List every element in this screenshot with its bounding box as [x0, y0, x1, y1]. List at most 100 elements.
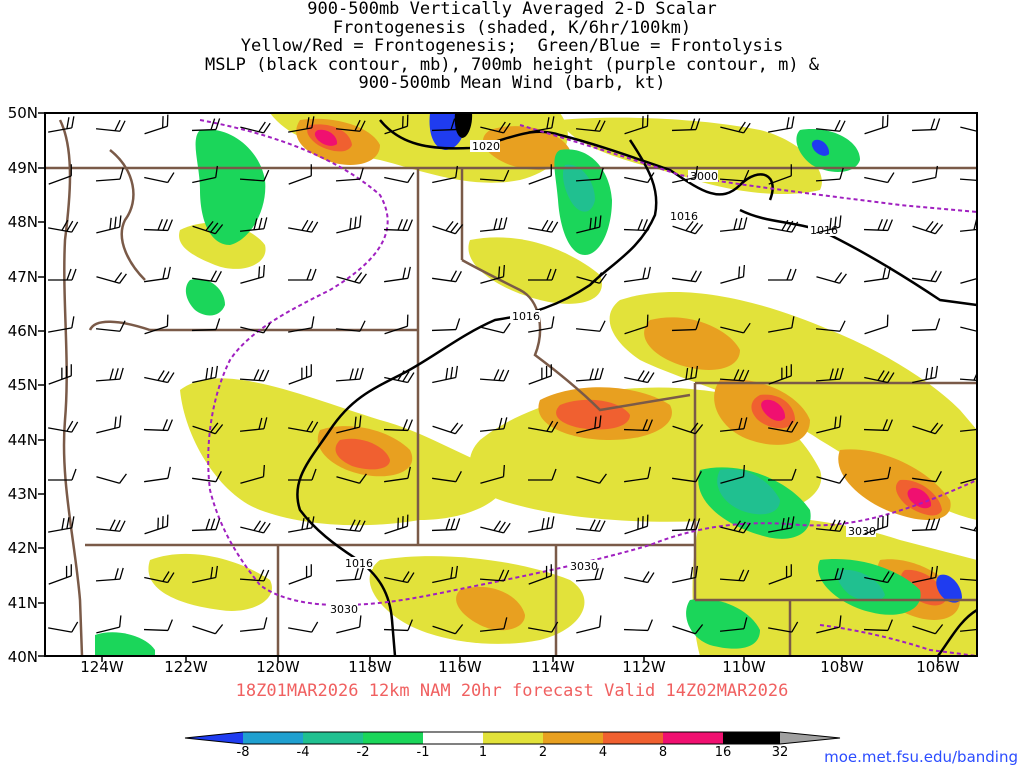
wind-barb — [719, 417, 748, 432]
wind-barb — [815, 320, 846, 332]
lat-label-43n: 43N — [7, 485, 38, 503]
wind-barb — [672, 365, 699, 384]
wind-barb — [431, 518, 461, 532]
lat-label-50n: 50N — [7, 104, 38, 122]
wind-barb — [720, 264, 745, 284]
wind-barb — [911, 518, 941, 532]
wind-barb — [480, 322, 511, 334]
wind-barb — [720, 322, 751, 334]
lat-label-47n: 47N — [7, 268, 38, 286]
wind-barb — [768, 268, 797, 281]
colorbar-label-neg4: -4 — [296, 745, 310, 760]
wind-barb — [96, 473, 127, 484]
lon-label-112w: 112W — [622, 658, 666, 676]
puget-sound — [109, 149, 146, 281]
wind-barb — [575, 320, 606, 332]
wind-barb — [335, 567, 364, 582]
wind-barb — [240, 322, 271, 334]
wind-barb — [912, 471, 942, 483]
mslp-label-1016-c: 1016 — [512, 310, 540, 323]
wind-barb — [528, 164, 552, 185]
wind-barb — [768, 420, 799, 433]
colorbar-seg-10 — [780, 732, 840, 744]
wind-barb — [960, 520, 977, 534]
colorbar-label-32: 32 — [771, 745, 789, 760]
wind-barb — [240, 464, 265, 484]
wind-barb — [479, 369, 510, 382]
wind-barb — [575, 519, 606, 532]
wind-barb — [959, 178, 977, 182]
wind-barb — [864, 514, 889, 535]
wind-barb — [432, 471, 462, 483]
wind-barb — [95, 320, 126, 332]
colorbar-label-2: 2 — [538, 745, 548, 760]
wind-barb — [912, 422, 944, 435]
wind-barb — [864, 114, 889, 135]
wind-barb — [48, 516, 75, 533]
wind-barb — [384, 466, 411, 483]
wind-barb — [48, 268, 77, 281]
wind-barb — [432, 365, 459, 384]
wind-barb — [480, 520, 511, 534]
title-line-3: Yellow/Red = Frontogenesis; Green/Blue =… — [240, 36, 784, 57]
colorbar-seg-2 — [303, 732, 363, 744]
lon-label-118w: 118W — [348, 658, 392, 676]
wind-barb — [384, 114, 409, 135]
title-line-2: Frontogenesis (shaded, K/6hr/100km) — [332, 17, 692, 38]
wind-barb — [335, 367, 364, 382]
height-label-3030-c: 3030 — [848, 525, 876, 538]
wind-barb — [192, 270, 222, 283]
colorbar-seg-3 — [363, 732, 423, 744]
wind-barb — [144, 172, 175, 184]
wind-barb — [864, 370, 895, 384]
wind-barb — [912, 270, 942, 283]
wind-barb — [479, 217, 508, 232]
wind-barb — [719, 617, 748, 632]
mslp-label-1016-a: 1016 — [670, 210, 698, 223]
mslp-label-1020: 1020 — [472, 140, 500, 153]
wind-barb — [336, 473, 367, 484]
wind-barb — [288, 316, 315, 333]
wind-barb — [288, 621, 319, 633]
wind-barb — [288, 468, 317, 481]
wind-barb — [911, 118, 941, 132]
wind-barb — [768, 364, 792, 385]
wind-barb — [144, 466, 171, 483]
lat-label-45n: 45N — [7, 376, 38, 394]
colorbar-seg-5 — [483, 732, 543, 744]
wind-barb — [432, 565, 459, 584]
wind-barb — [383, 419, 413, 432]
mslp-label-1016-d: 1016 — [345, 557, 373, 570]
wind-barb — [480, 264, 505, 284]
wind-barb — [288, 420, 319, 433]
wind-barb — [288, 164, 312, 185]
wind-barb — [672, 471, 702, 483]
wind-barb — [48, 364, 72, 385]
title-line-1: 900-500mb Vertically Averaged 2-D Scalar — [307, 0, 717, 19]
wind-barb — [863, 419, 893, 432]
wind-barb — [48, 420, 79, 433]
height-label-3000: 3000 — [690, 170, 718, 183]
height-label-3030-a: 3030 — [570, 560, 598, 573]
colorbar-seg-6 — [543, 732, 603, 744]
wind-barb — [576, 615, 602, 634]
wind-barb — [960, 126, 977, 134]
title-line-4: MSLP (black contour, mb), 700mb height (… — [204, 54, 820, 75]
wind-barb — [623, 619, 653, 632]
colorbar-seg-4 — [423, 732, 483, 744]
lon-label-106w: 106W — [916, 658, 960, 676]
wind-barb — [383, 218, 413, 232]
wind-barb — [816, 215, 842, 234]
wind-barb — [576, 272, 607, 284]
wind-barb — [192, 624, 224, 635]
wind-barb — [815, 367, 844, 382]
wind-barb — [192, 365, 219, 384]
wind-barb — [239, 569, 270, 582]
wind-barb — [816, 415, 842, 434]
title-block: 900-500mb Vertically Averaged 2-D Scalar… — [0, 0, 1024, 93]
wind-barb — [479, 169, 510, 182]
wind-barb — [95, 519, 126, 532]
wind-barb — [335, 320, 366, 332]
wind-barb — [768, 219, 799, 233]
